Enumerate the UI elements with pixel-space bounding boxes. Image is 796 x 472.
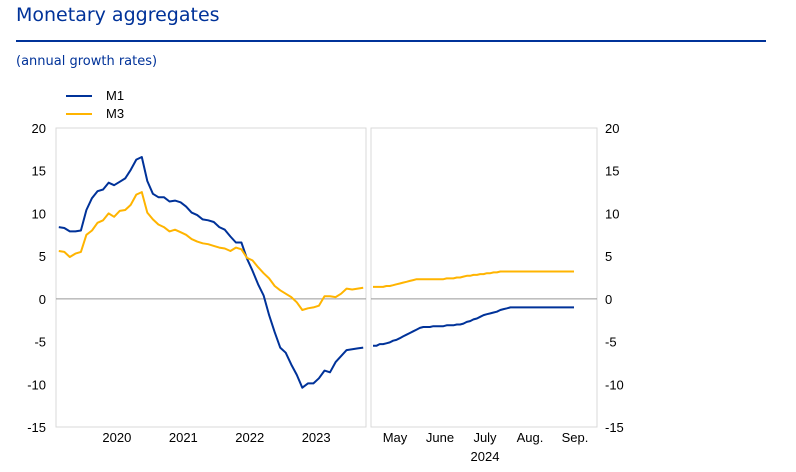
legend: M1 M3	[66, 88, 124, 121]
y-tick-left: -15	[27, 420, 46, 435]
page-title: Monetary aggregates	[16, 4, 220, 26]
x-tick-left: 2020	[102, 430, 131, 445]
y-tick-right: 15	[605, 164, 619, 179]
y-tick-left: 15	[32, 164, 46, 179]
x-tick-right: May	[383, 430, 408, 445]
series-line-left-m1	[58, 156, 364, 389]
series-line-right-m3	[373, 270, 574, 288]
x-tick-right: Sep.	[562, 430, 589, 445]
left-panel-frame	[55, 127, 367, 428]
x-tick-right: June	[426, 430, 454, 445]
title-rule	[16, 40, 766, 42]
y-tick-left: 20	[32, 121, 46, 136]
y-tick-left: -5	[34, 335, 46, 350]
y-tick-left: 10	[32, 206, 46, 221]
legend-label-m3: M3	[106, 106, 124, 121]
x-tick-right: July	[473, 430, 497, 445]
y-tick-right: 10	[605, 206, 619, 221]
y-tick-right: 0	[605, 292, 612, 307]
page-subtitle: (annual growth rates)	[16, 54, 158, 69]
series-line-left-m3	[58, 191, 364, 311]
series-line-right-m1	[373, 306, 574, 347]
y-tick-left: 5	[39, 249, 46, 264]
x-tick-left: 2022	[235, 430, 264, 445]
x-year-label-right: 2024	[471, 449, 500, 464]
y-tick-right: 5	[605, 249, 612, 264]
x-tick-left: 2021	[169, 430, 198, 445]
x-tick-left: 2023	[302, 430, 331, 445]
y-tick-left: 0	[39, 292, 46, 307]
y-tick-right: -5	[605, 335, 617, 350]
x-tick-right: Aug.	[517, 430, 544, 445]
right-panel-frame	[370, 127, 598, 428]
y-tick-left: -10	[27, 377, 46, 392]
y-tick-right: 20	[605, 121, 619, 136]
legend-label-m1: M1	[106, 88, 124, 103]
y-tick-right: -15	[605, 420, 624, 435]
y-tick-right: -10	[605, 377, 624, 392]
